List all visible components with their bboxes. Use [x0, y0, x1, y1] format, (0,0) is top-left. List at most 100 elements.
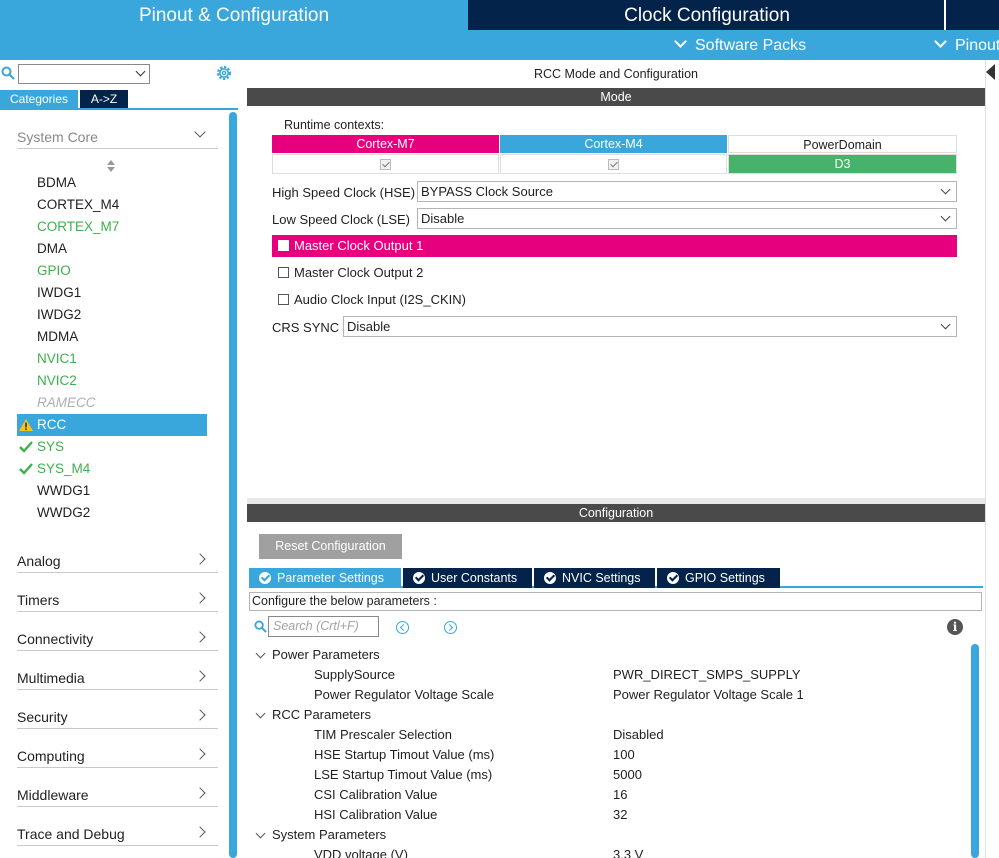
peripheral-dma[interactable]: DMA — [17, 238, 207, 260]
parameter-row[interactable]: Power Regulator Voltage Scale Power Regul… — [247, 685, 972, 705]
parameter-value[interactable]: 3.3 V — [613, 847, 644, 858]
section-timers[interactable]: Timers — [17, 587, 218, 612]
panel-splitter[interactable] — [247, 498, 985, 504]
peripheral-iwdg2[interactable]: IWDG2 — [17, 304, 207, 326]
reset-configuration-button[interactable]: Reset Configuration — [259, 534, 402, 559]
peripheral-cortex-m7[interactable]: CORTEX_M7 — [17, 216, 207, 238]
chevron-down-icon[interactable] — [135, 66, 146, 77]
parameter-value[interactable]: Disabled — [613, 727, 664, 742]
parameter-row[interactable]: HSE Startup Timout Value (ms) 100 — [247, 745, 972, 765]
section-multimedia[interactable]: Multimedia — [17, 665, 218, 690]
tab-clock-configuration[interactable]: Clock Configuration — [470, 0, 944, 30]
parameter-group[interactable]: Power Parameters — [247, 645, 972, 665]
section-label: Security — [17, 709, 68, 725]
peripheral-rcc[interactable]: RCC — [17, 414, 207, 436]
search-icon[interactable] — [1, 66, 15, 80]
chevron-right-icon — [194, 826, 206, 838]
section-analog[interactable]: Analog — [17, 548, 218, 573]
tab-pinout-configuration[interactable]: Pinout & Configuration — [0, 0, 468, 30]
info-icon[interactable]: i — [947, 619, 963, 635]
tab-nvic-settings[interactable]: NVIC Settings — [534, 568, 655, 588]
parameter-value[interactable]: 5000 — [613, 767, 642, 782]
search-icon[interactable] — [254, 620, 267, 633]
next-result-icon[interactable] — [444, 621, 457, 634]
configuration-area: Configuration Reset Configuration Parame… — [247, 504, 985, 858]
tab-divider — [944, 0, 946, 30]
parameter-row[interactable]: TIM Prescaler Selection Disabled — [247, 725, 972, 745]
sort-icon[interactable] — [107, 160, 115, 172]
section-security[interactable]: Security — [17, 704, 218, 729]
chevron-down-icon[interactable] — [255, 708, 266, 719]
peripheral-nvic1[interactable]: NVIC1 — [17, 348, 207, 370]
gear-icon[interactable] — [215, 64, 233, 82]
mco2-row[interactable]: Master Clock Output 2 — [272, 262, 957, 284]
tab-label: User Constants — [431, 571, 518, 585]
section-system-core[interactable]: System Core — [17, 124, 218, 149]
peripheral-ramecc[interactable]: RAMECC — [17, 392, 207, 414]
group-label: System Parameters — [272, 827, 387, 842]
peripheral-gpio[interactable]: GPIO — [17, 260, 207, 282]
lse-label: Low Speed Clock (LSE) — [272, 212, 411, 227]
tab-categories[interactable]: Categories — [0, 90, 78, 108]
checkbox-cortex-m7[interactable] — [380, 159, 391, 170]
peripheral-nvic2[interactable]: NVIC2 — [17, 370, 207, 392]
checkbox-cortex-m4[interactable] — [608, 159, 619, 170]
peripheral-label: CORTEX_M4 — [37, 197, 120, 212]
audio-clock-checkbox[interactable] — [278, 294, 289, 305]
parameter-row[interactable]: CSI Calibration Value 16 — [247, 785, 972, 805]
parameter-value[interactable]: PWR_DIRECT_SMPS_SUPPLY — [613, 667, 801, 682]
software-packs-menu[interactable]: Software Packs — [674, 30, 806, 60]
peripheral-mdma[interactable]: MDMA — [17, 326, 207, 348]
parameter-row[interactable]: VDD voltage (V) 3.3 V — [247, 845, 972, 858]
mco2-checkbox[interactable] — [278, 267, 289, 278]
collapse-panel-icon[interactable] — [986, 64, 995, 80]
audio-clock-label: Audio Clock Input (I2S_CKIN) — [294, 292, 466, 307]
mco1-row[interactable]: Master Clock Output 1 — [272, 235, 957, 257]
parameter-group[interactable]: System Parameters — [247, 825, 972, 845]
peripheral-wwdg2[interactable]: WWDG2 — [17, 502, 207, 524]
left-panel: Categories A->Z System Core BDMA CORTEX_M… — [0, 60, 240, 858]
section-computing[interactable]: Computing — [17, 743, 218, 768]
runtime-contexts-label: Runtime contexts: — [284, 118, 385, 132]
parameter-group[interactable]: RCC Parameters — [247, 705, 972, 725]
parameter-search-input[interactable]: Search (Crtl+F) — [268, 616, 379, 637]
chevron-down-icon[interactable] — [255, 648, 266, 659]
parameter-row[interactable]: HSI Calibration Value 32 — [247, 805, 972, 825]
section-middleware[interactable]: Middleware — [17, 782, 218, 807]
peripheral-label: GPIO — [37, 263, 71, 278]
parameter-row[interactable]: SupplySource PWR_DIRECT_SMPS_SUPPLY — [247, 665, 972, 685]
section-trace-and-debug[interactable]: Trace and Debug — [17, 821, 218, 846]
mco1-checkbox[interactable] — [278, 240, 289, 251]
peripheral-bdma[interactable]: BDMA — [17, 172, 207, 194]
crs-sync-select[interactable]: Disable — [343, 316, 957, 337]
parameter-value[interactable]: 100 — [613, 747, 635, 762]
parameter-value[interactable]: 32 — [613, 807, 628, 822]
context-cortex-m4: Cortex-M4 — [500, 135, 727, 153]
tab-label: NVIC Settings — [562, 571, 641, 585]
peripheral-iwdg1[interactable]: IWDG1 — [17, 282, 207, 304]
hse-select[interactable]: BYPASS Clock Source — [417, 181, 957, 202]
chevron-right-icon — [194, 709, 206, 721]
tab-user-constants[interactable]: User Constants — [403, 568, 532, 588]
configuration-scrollbar[interactable] — [971, 644, 979, 858]
peripheral-sys-m4[interactable]: SYS_M4 — [17, 458, 207, 480]
peripheral-cortex-m4[interactable]: CORTEX_M4 — [17, 194, 207, 216]
tab-gpio-settings[interactable]: GPIO Settings — [657, 568, 780, 588]
search-input[interactable] — [18, 64, 150, 84]
audio-clock-row[interactable]: Audio Clock Input (I2S_CKIN) — [272, 289, 957, 311]
parameter-row[interactable]: LSE Startup Timout Value (ms) 5000 — [247, 765, 972, 785]
chevron-down-icon — [674, 35, 687, 48]
lse-select[interactable]: Disable — [417, 208, 957, 229]
section-connectivity[interactable]: Connectivity — [17, 626, 218, 651]
peripheral-wwdg1[interactable]: WWDG1 — [17, 480, 207, 502]
tab-a-to-z[interactable]: A->Z — [80, 90, 128, 108]
previous-result-icon[interactable] — [396, 621, 409, 634]
parameter-value[interactable]: 16 — [613, 787, 628, 802]
chevron-down-icon[interactable] — [255, 828, 266, 839]
left-scrollbar[interactable] — [229, 112, 237, 858]
pinout-menu[interactable]: Pinout — [934, 30, 999, 60]
parameter-value[interactable]: Power Regulator Voltage Scale 1 — [613, 687, 804, 702]
hse-label: High Speed Clock (HSE) — [272, 185, 416, 200]
peripheral-sys[interactable]: SYS — [17, 436, 207, 458]
tab-parameter-settings[interactable]: Parameter Settings — [249, 568, 401, 588]
